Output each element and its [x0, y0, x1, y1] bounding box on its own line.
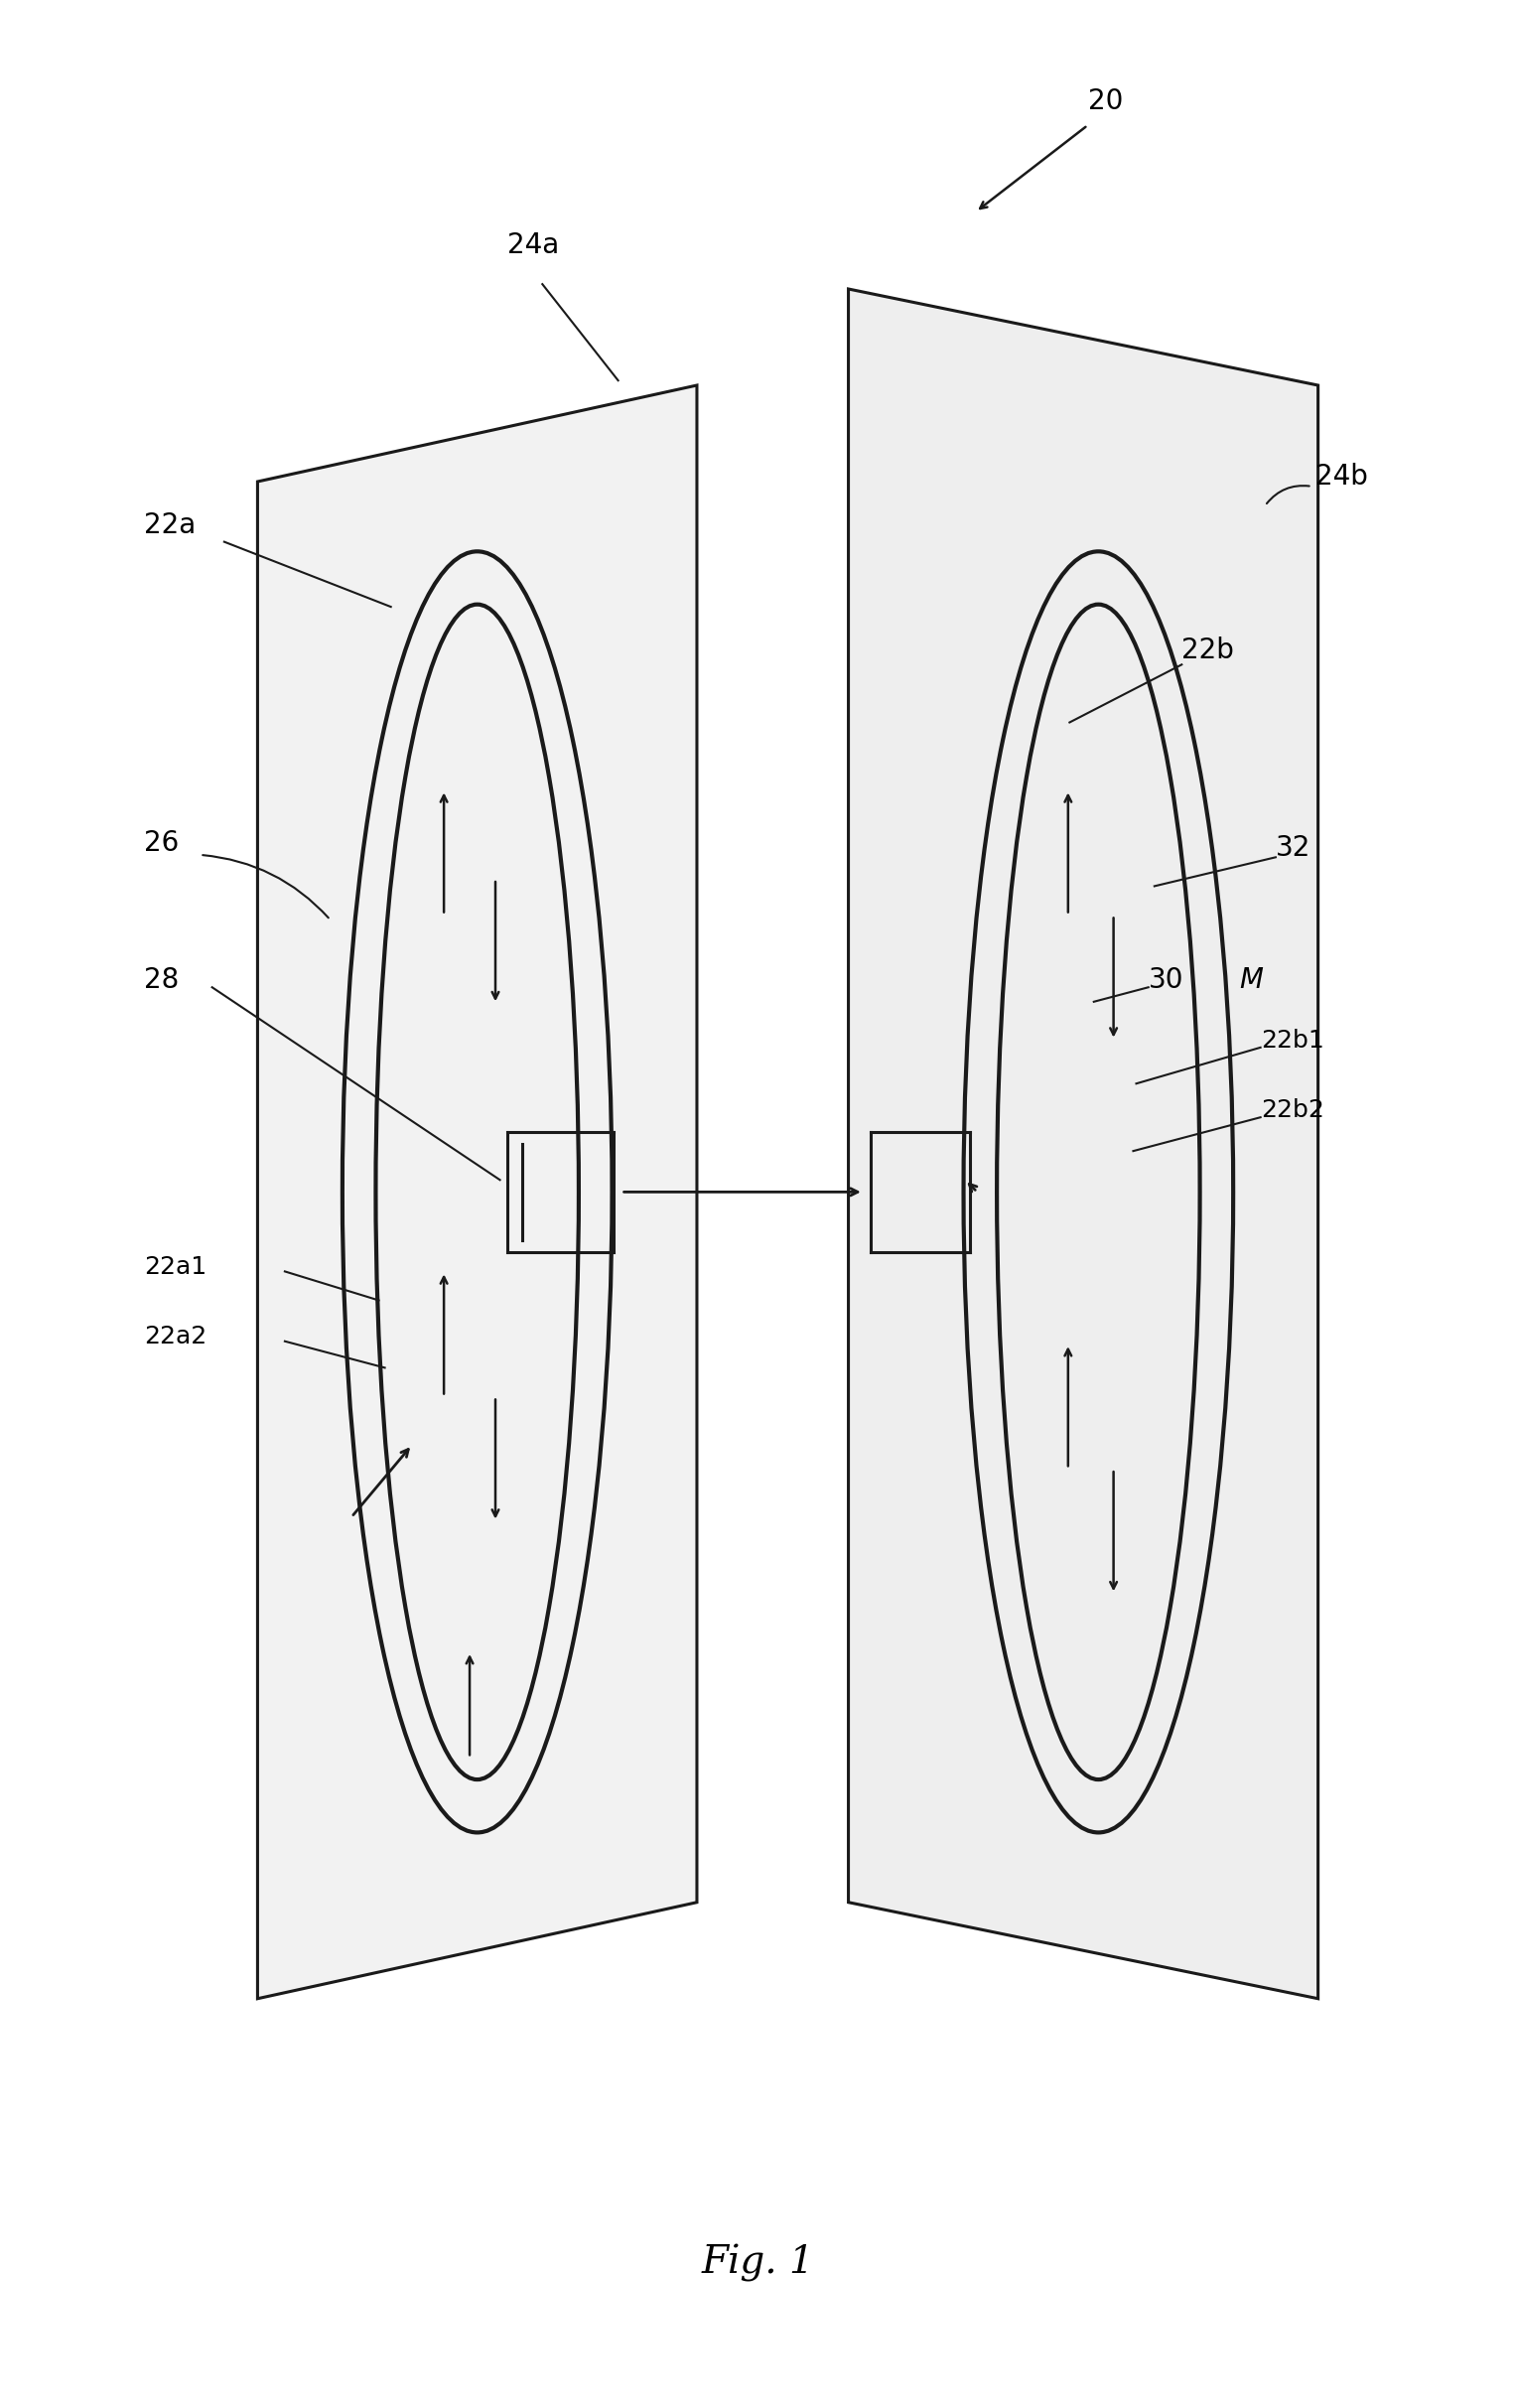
Text: 26: 26 [144, 828, 179, 857]
Text: M: M [1239, 966, 1264, 995]
Text: 24a: 24a [508, 231, 559, 260]
Text: 30: 30 [1148, 966, 1183, 995]
Polygon shape [848, 289, 1318, 1999]
Text: 22b2: 22b2 [1260, 1098, 1324, 1122]
Text: 22a2: 22a2 [144, 1324, 206, 1348]
Text: 22b1: 22b1 [1260, 1028, 1324, 1052]
Text: 22a1: 22a1 [144, 1255, 206, 1279]
Text: 28: 28 [144, 966, 179, 995]
Text: 24b: 24b [1315, 462, 1368, 491]
Text: 22a: 22a [144, 510, 195, 539]
Polygon shape [258, 385, 697, 1999]
Text: 32: 32 [1276, 833, 1310, 862]
Text: Fig. 1: Fig. 1 [701, 2244, 814, 2283]
Text: 20: 20 [1088, 87, 1124, 116]
Text: 22b: 22b [1182, 636, 1235, 665]
